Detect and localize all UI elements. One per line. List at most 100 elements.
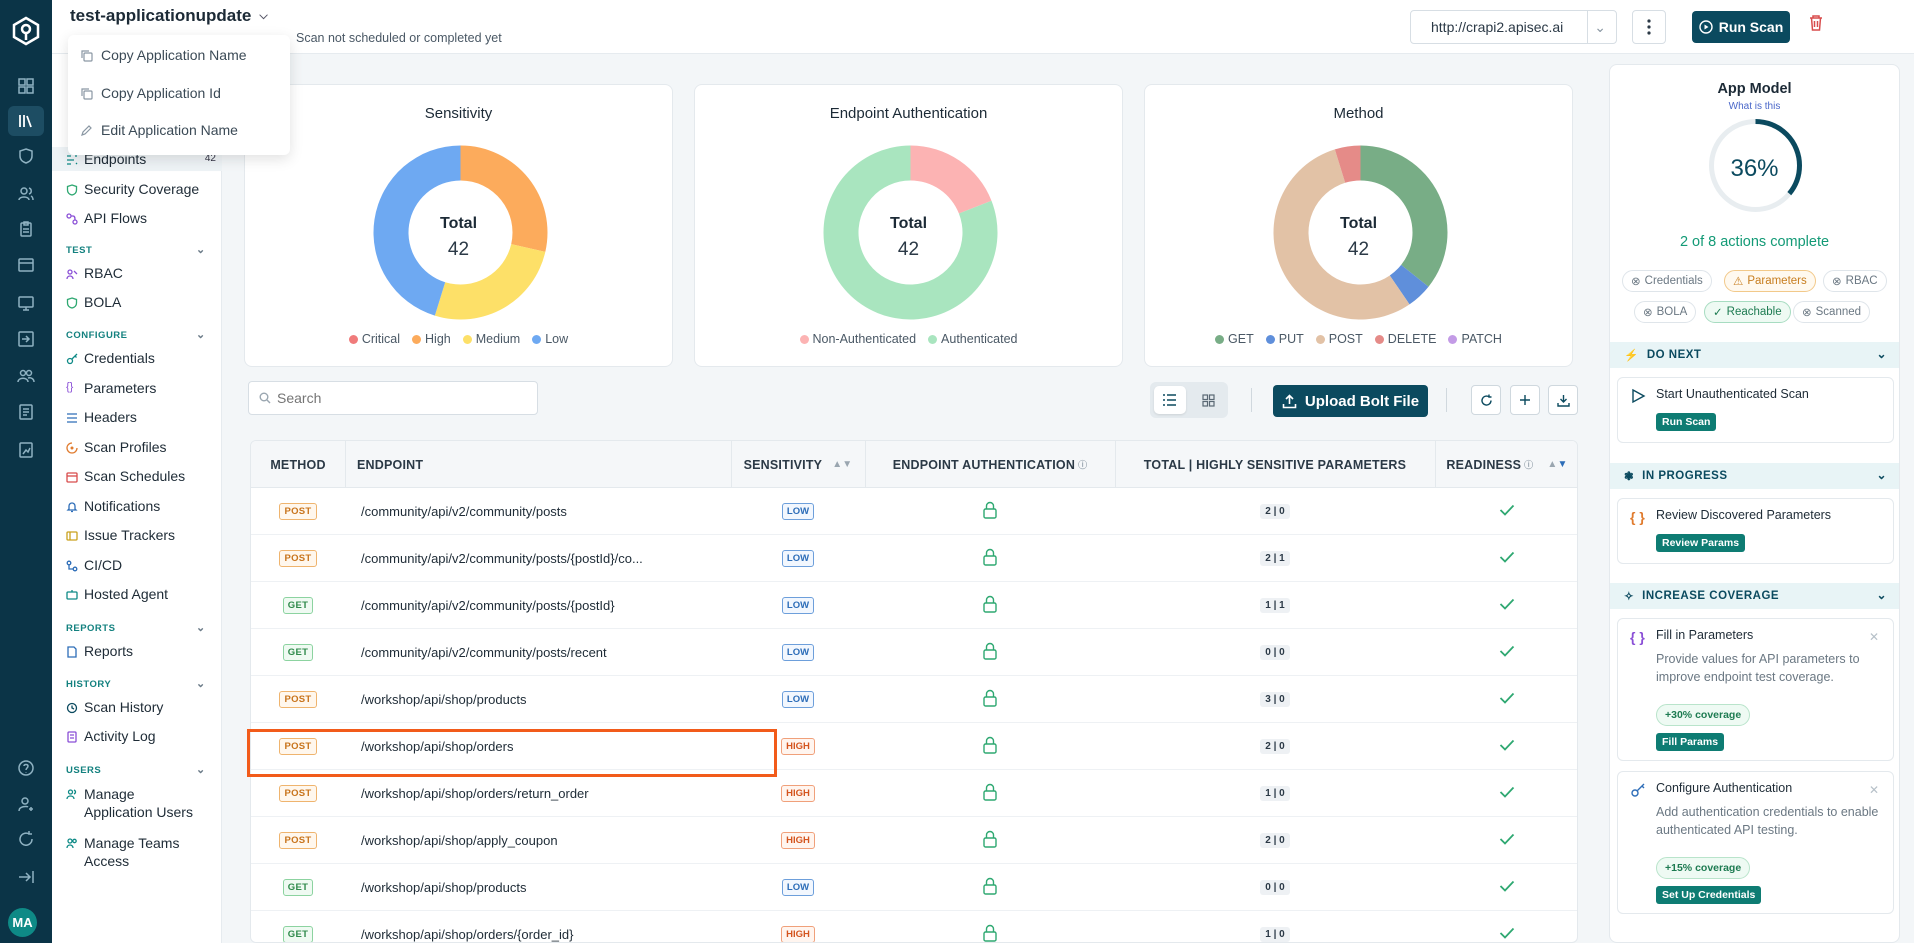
donut-slice-medium[interactable]: [434, 244, 546, 320]
chip-credentials[interactable]: ⊗ Credentials: [1622, 270, 1712, 292]
endpoint-cell[interactable]: /workshop/api/shop/products: [361, 676, 721, 723]
shield-icon[interactable]: [17, 147, 35, 165]
donut-slice-authenticated[interactable]: [823, 145, 998, 320]
sidebar-item-issue-trackers[interactable]: Issue Trackers: [66, 527, 216, 543]
help-icon[interactable]: [17, 759, 35, 777]
endpoint-path[interactable]: /workshop/api/shop/orders/{order_id}: [361, 927, 574, 942]
sort-icon[interactable]: ▲▼: [832, 459, 853, 470]
sort-icon[interactable]: ▲▼: [1547, 459, 1568, 470]
endpoint-cell[interactable]: /workshop/api/shop/orders/{order_id}: [361, 911, 721, 942]
in-progress-section-header[interactable]: ❃ IN PROGRESS ⌄: [1610, 463, 1899, 489]
chip-reachable[interactable]: ✓ Reachable: [1704, 301, 1791, 323]
endpoint-path[interactable]: /community/api/v2/community/posts/recent: [361, 645, 607, 660]
run-scan-button[interactable]: Run Scan: [1692, 11, 1790, 43]
endpoint-cell[interactable]: /community/api/v2/community/posts/{postI…: [361, 535, 721, 582]
team-icon[interactable]: [17, 367, 35, 385]
legend-item[interactable]: GET: [1215, 332, 1254, 346]
document-list-icon[interactable]: [17, 403, 35, 421]
add-endpoint-button[interactable]: [1510, 385, 1540, 415]
sidebar-item-scan-profiles[interactable]: Scan Profiles: [66, 439, 216, 455]
column-endpoint[interactable]: ENDPOINT: [357, 457, 424, 472]
clipboard-icon[interactable]: [17, 220, 35, 238]
table-row[interactable]: GET/workshop/api/shop/orders/{order_id} H…: [251, 911, 1577, 942]
sidebar-item-api-flows[interactable]: API Flows: [66, 210, 216, 226]
target-url-select[interactable]: http://crapi2.apisec.ai ⌄: [1410, 10, 1617, 44]
sidebar-item-security-coverage[interactable]: Security Coverage: [66, 181, 216, 197]
endpoint-cell[interactable]: /workshop/api/shop/products: [361, 864, 721, 911]
donut-slice-get[interactable]: [1360, 145, 1448, 287]
import-icon[interactable]: [17, 330, 35, 348]
legend-item[interactable]: PUT: [1265, 332, 1304, 346]
sidebar-item-headers[interactable]: Headers: [66, 409, 216, 425]
download-button[interactable]: [1548, 385, 1578, 415]
table-row[interactable]: GET/community/api/v2/community/posts/rec…: [251, 629, 1577, 676]
sidebar-item-manage-teams-access[interactable]: Manage Teams Access: [66, 834, 216, 870]
calendar-icon[interactable]: [17, 256, 35, 274]
column-parameters[interactable]: TOTAL | HIGHLY SENSITIVE PARAMETERS: [1143, 457, 1407, 472]
endpoint-path[interactable]: /community/api/v2/community/posts: [361, 504, 567, 519]
do-next-section-header[interactable]: ⚡ DO NEXT ⌄: [1610, 342, 1899, 368]
sidebar-item-ci-cd[interactable]: CI/CD: [66, 557, 216, 573]
endpoint-search-box[interactable]: [248, 381, 538, 415]
chip-parameters[interactable]: ⚠ Parameters: [1724, 270, 1816, 292]
endpoint-path[interactable]: /community/api/v2/community/posts/{postI…: [361, 598, 615, 613]
legend-item[interactable]: DELETE: [1374, 332, 1436, 346]
table-row[interactable]: POST/workshop/api/shop/orders HIGH 2 | 0: [251, 723, 1577, 770]
table-row[interactable]: POST/workshop/api/shop/apply_coupon HIGH 2…: [251, 817, 1577, 864]
user-avatar[interactable]: MA: [8, 908, 37, 937]
endpoint-cell[interactable]: /community/api/v2/community/posts/recent: [361, 629, 721, 676]
legend-item[interactable]: Low: [532, 332, 568, 346]
donut-slice-delete[interactable]: [1334, 145, 1361, 183]
review-params-button[interactable]: Review Params: [1656, 534, 1746, 552]
grid-view-button[interactable]: [1192, 386, 1224, 414]
users-icon[interactable]: [17, 185, 35, 203]
applications-icon[interactable]: [8, 106, 44, 136]
sidebar-item-scan-schedules[interactable]: Scan Schedules: [66, 468, 216, 484]
sidebar-item-reports[interactable]: Reports: [66, 643, 216, 659]
what-is-this-link[interactable]: What is this: [1728, 101, 1781, 112]
endpoint-path[interactable]: /workshop/api/shop/orders: [361, 739, 514, 754]
refresh-button[interactable]: [1471, 385, 1501, 415]
chip-rbac[interactable]: ⊗ RBAC: [1823, 270, 1887, 292]
table-row[interactable]: GET/workshop/api/shop/products LOW 0 | 0: [251, 864, 1577, 911]
section-reports-header[interactable]: REPORTS ⌄: [66, 622, 205, 634]
more-options-button[interactable]: [1632, 10, 1666, 44]
table-row[interactable]: POST/workshop/api/shop/orders/return_ord…: [251, 770, 1577, 817]
legend-item[interactable]: POST: [1315, 332, 1363, 346]
dismiss-icon[interactable]: ✕: [1868, 630, 1879, 644]
monitor-icon[interactable]: [17, 294, 35, 312]
legend-item[interactable]: Critical: [348, 332, 400, 346]
dismiss-icon[interactable]: ✕: [1868, 783, 1879, 797]
application-name-dropdown[interactable]: test-applicationupdate ⌵: [70, 6, 268, 26]
column-method[interactable]: METHOD: [270, 457, 326, 472]
endpoint-path[interactable]: /community/api/v2/community/posts/{postI…: [361, 551, 643, 566]
donut-slice-put[interactable]: [1389, 264, 1429, 305]
sidebar-item-credentials[interactable]: Credentials: [66, 350, 216, 366]
endpoint-cell[interactable]: /workshop/api/shop/orders: [361, 723, 721, 770]
dashboard-icon[interactable]: [17, 77, 35, 95]
sidebar-item-activity-log[interactable]: Activity Log: [66, 728, 216, 744]
endpoint-cell[interactable]: /workshop/api/shop/orders/return_order: [361, 770, 721, 817]
sidebar-item-endpoints[interactable]: Endpoints 42: [66, 151, 216, 167]
endpoint-cell[interactable]: /workshop/api/shop/apply_coupon: [361, 817, 721, 864]
endpoint-cell[interactable]: /community/api/v2/community/posts/{postI…: [361, 582, 721, 629]
legend-item[interactable]: PATCH: [1448, 332, 1502, 346]
search-input[interactable]: [277, 390, 517, 406]
donut-slice-non-authenticated[interactable]: [910, 145, 992, 214]
chip-scanned[interactable]: ⊗ Scanned: [1793, 301, 1871, 323]
table-row[interactable]: POST/community/api/v2/community/posts LOW…: [251, 488, 1577, 535]
endpoint-path[interactable]: /workshop/api/shop/orders/return_order: [361, 786, 589, 801]
collapse-sidebar-icon[interactable]: [17, 868, 35, 886]
section-history-header[interactable]: HISTORY ⌄: [66, 678, 205, 690]
chip-bola[interactable]: ⊗ BOLA: [1634, 301, 1697, 323]
copy-application-id-item[interactable]: Copy Application Id: [80, 85, 221, 101]
legend-item[interactable]: Authenticated: [928, 332, 1018, 346]
increase-coverage-section-header[interactable]: ✧ INCREASE COVERAGE ⌄: [1610, 583, 1899, 609]
endpoint-cell[interactable]: /community/api/v2/community/posts: [361, 488, 721, 535]
legend-item[interactable]: Non-Authenticated: [799, 332, 916, 346]
sidebar-item-manage-application-users[interactable]: Manage Application Users: [66, 785, 216, 821]
delete-application-button[interactable]: [1808, 14, 1824, 35]
sidebar-item-parameters[interactable]: {} Parameters: [66, 380, 216, 396]
upload-bolt-file-button[interactable]: Upload Bolt File: [1273, 385, 1428, 417]
endpoint-path[interactable]: /workshop/api/shop/products: [361, 692, 527, 707]
